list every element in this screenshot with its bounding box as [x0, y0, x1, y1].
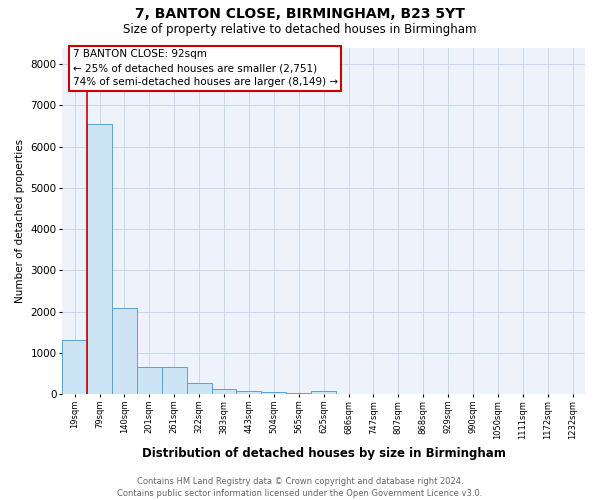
Bar — [311, 391, 336, 394]
Bar — [236, 391, 262, 394]
Text: Contains HM Land Registry data © Crown copyright and database right 2024.
Contai: Contains HM Land Registry data © Crown c… — [118, 476, 482, 498]
Bar — [62, 340, 87, 394]
Text: 7 BANTON CLOSE: 92sqm
← 25% of detached houses are smaller (2,751)
74% of semi-d: 7 BANTON CLOSE: 92sqm ← 25% of detached … — [73, 49, 338, 87]
Y-axis label: Number of detached properties: Number of detached properties — [15, 138, 25, 303]
Bar — [187, 382, 212, 394]
Bar — [212, 389, 236, 394]
Bar — [262, 392, 286, 394]
Text: 7, BANTON CLOSE, BIRMINGHAM, B23 5YT: 7, BANTON CLOSE, BIRMINGHAM, B23 5YT — [135, 8, 465, 22]
Bar — [137, 368, 162, 394]
Text: Size of property relative to detached houses in Birmingham: Size of property relative to detached ho… — [123, 22, 477, 36]
Bar — [87, 124, 112, 394]
Bar — [162, 368, 187, 394]
X-axis label: Distribution of detached houses by size in Birmingham: Distribution of detached houses by size … — [142, 447, 506, 460]
Bar — [112, 308, 137, 394]
